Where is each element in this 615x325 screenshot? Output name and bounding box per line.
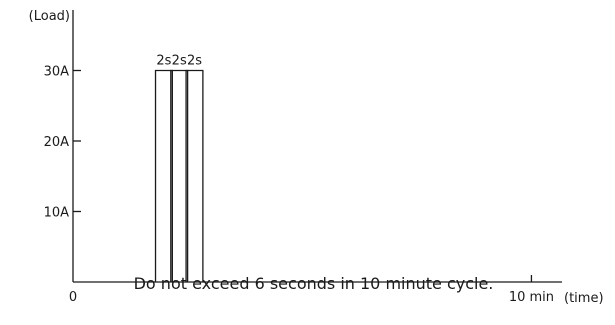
x-ticks: 0 10 min bbox=[69, 275, 554, 305]
caption: Do not exceed 6 seconds in 10 minute cyc… bbox=[0, 274, 615, 293]
pulse-duration-label: 2s bbox=[156, 54, 171, 69]
x-tick-label: 0 bbox=[69, 290, 77, 305]
y-ticks: 10A 20A 30A bbox=[44, 65, 81, 221]
x-tick-label: 10 min bbox=[509, 290, 554, 305]
caption-text: Do not exceed 6 seconds in 10 minute cyc… bbox=[133, 274, 494, 293]
y-axis-label: (Load) bbox=[29, 9, 70, 24]
pulse-bar bbox=[185, 69, 204, 282]
y-tick-label: 30A bbox=[44, 65, 70, 80]
pulse-duration-label: 2s bbox=[172, 54, 187, 69]
pulse-bar bbox=[170, 69, 189, 282]
pulse-bar bbox=[154, 69, 173, 282]
x-axis-label: (time) bbox=[564, 291, 604, 306]
y-tick-label: 10A bbox=[44, 206, 70, 221]
y-tick-label: 20A bbox=[44, 135, 70, 150]
pulse-series: 2s 2s 2s bbox=[154, 54, 204, 282]
pulse-duration-label: 2s bbox=[187, 54, 202, 69]
